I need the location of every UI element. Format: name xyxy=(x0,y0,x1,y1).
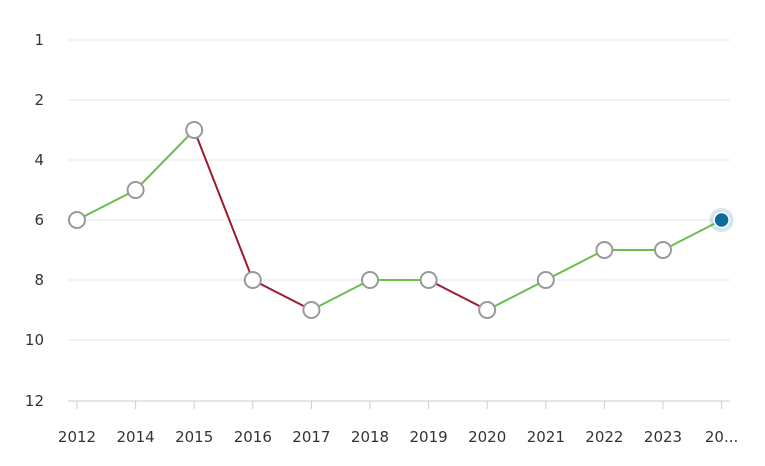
line-segment-decline xyxy=(193,129,254,281)
data-point-current[interactable] xyxy=(713,211,730,229)
line-segment-decline xyxy=(427,279,489,311)
x-tick-label: 2023 xyxy=(644,428,682,446)
data-point[interactable] xyxy=(126,181,145,199)
data-point[interactable] xyxy=(654,241,672,259)
series-points xyxy=(68,121,734,319)
x-tick-label: 2021 xyxy=(527,428,565,446)
data-point[interactable] xyxy=(595,241,614,259)
y-tick-label: 6 xyxy=(34,211,44,229)
y-tick-label: 2 xyxy=(34,91,44,109)
x-tick-label: 2018 xyxy=(351,428,389,446)
x-tick-label: 2016 xyxy=(234,428,272,446)
line-segment-improve xyxy=(310,279,371,311)
y-tick-label: 4 xyxy=(34,151,44,169)
x-axis xyxy=(68,400,730,409)
y-tick-label: 12 xyxy=(25,392,44,410)
y-tick-label: 1 xyxy=(34,31,44,49)
x-tick-label: 20... xyxy=(705,428,738,446)
x-tick-label: 2022 xyxy=(585,428,623,446)
data-point[interactable] xyxy=(185,121,204,139)
x-axis-labels: 2012 2014 2015 2016 2017 2018 2019 2020 2021 2022… xyxy=(58,428,738,446)
data-point[interactable] xyxy=(536,271,555,289)
series-line xyxy=(76,129,723,311)
x-tick-label: 2014 xyxy=(117,428,155,446)
y-tick-label: 10 xyxy=(25,331,44,349)
line-segment-improve xyxy=(134,129,196,191)
line-segment-improve xyxy=(76,189,137,221)
grid-lines xyxy=(68,39,730,341)
y-tick-label: 8 xyxy=(34,271,44,289)
line-segment-improve xyxy=(544,249,606,281)
line-segment-decline xyxy=(251,279,313,311)
data-point[interactable] xyxy=(478,301,497,319)
x-tick-label: 2019 xyxy=(410,428,448,446)
x-tick-label: 2015 xyxy=(175,428,213,446)
x-tick-label: 2017 xyxy=(292,428,330,446)
line-segment-improve xyxy=(486,279,547,311)
data-point[interactable] xyxy=(68,211,86,229)
data-point[interactable] xyxy=(302,301,321,319)
x-tick-label: 2020 xyxy=(468,428,506,446)
x-tick-label: 2012 xyxy=(58,428,96,446)
line-segment-improve xyxy=(662,219,723,251)
data-point[interactable] xyxy=(361,271,379,289)
data-point[interactable] xyxy=(419,271,438,289)
data-point[interactable] xyxy=(243,271,262,289)
